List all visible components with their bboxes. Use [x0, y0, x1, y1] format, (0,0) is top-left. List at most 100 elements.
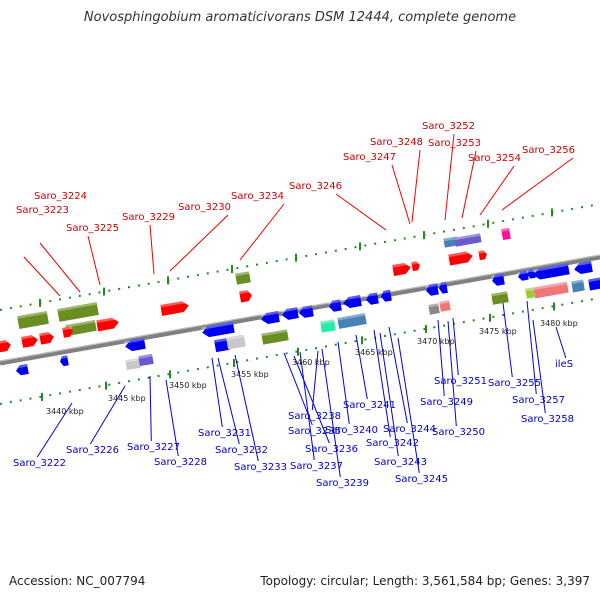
gene-box [588, 277, 600, 291]
gene-label[interactable]: Saro_3223 [16, 205, 69, 216]
gene-label[interactable]: Saro_3233 [234, 462, 287, 473]
gene-label[interactable]: Saro_3253 [428, 138, 481, 149]
gene-label[interactable]: Saro_3252 [422, 121, 475, 132]
scale-label: 3465 kbp [355, 348, 393, 357]
gene-label[interactable]: Saro_3243 [374, 457, 427, 468]
gene-box [226, 334, 246, 350]
scale-label: 3470 kbp [417, 337, 455, 346]
gene-box [454, 233, 482, 247]
gene-label[interactable]: Saro_3248 [370, 137, 423, 148]
gene-box [57, 302, 99, 322]
gene-label[interactable]: Saro_3241 [343, 400, 396, 411]
gene-box [320, 319, 336, 333]
leader-line [373, 329, 391, 438]
gene-arrow [365, 292, 379, 305]
gene-label[interactable]: Saro_3224 [34, 191, 87, 202]
gene-label[interactable]: Saro_3247 [343, 152, 396, 163]
leader-line [299, 351, 315, 461]
gene-label[interactable]: Saro_3225 [66, 223, 119, 234]
leader-line [447, 320, 457, 427]
gene-arrow [425, 283, 439, 296]
gene-label[interactable]: Saro_3256 [522, 145, 575, 156]
leader-line [217, 357, 240, 445]
gene-label[interactable]: Saro_3240 [325, 425, 378, 436]
gene-arrow [448, 250, 473, 266]
scale-label: 3480 kbp [540, 319, 578, 328]
gene-box [428, 303, 440, 315]
leader-line [165, 379, 179, 457]
gene-label[interactable]: Saro_3232 [215, 445, 268, 456]
leader-line [311, 350, 319, 411]
gene-label[interactable]: Saro_3234 [231, 191, 284, 202]
gene-label[interactable]: Saro_3251 [434, 376, 487, 387]
gene-box [65, 319, 97, 337]
gene-arrow [281, 307, 299, 320]
leader-line [388, 326, 408, 424]
gene-label[interactable]: Saro_3238 [288, 411, 341, 422]
gene-label[interactable]: Saro_3249 [420, 397, 473, 408]
gene-label[interactable]: Saro_3254 [468, 153, 521, 164]
gene-box [571, 279, 585, 293]
gene-label[interactable]: Saro_3237 [290, 461, 343, 472]
gene-label[interactable]: Saro_3228 [154, 457, 207, 468]
scale-label: 3475 kbp [479, 327, 517, 336]
dotted-tracks [0, 203, 600, 405]
leader-line [411, 149, 421, 223]
gene-labels-top: Saro_3224Saro_3223Saro_3225Saro_3229Saro… [16, 121, 575, 234]
gene-box [261, 329, 289, 345]
leader-line [391, 164, 411, 225]
genome-axis-highlight [0, 254, 600, 362]
leader-line [397, 337, 420, 474]
gene-box [17, 310, 49, 330]
gene-label[interactable]: Saro_3258 [521, 414, 574, 425]
gene-arrow [124, 337, 146, 352]
gene-label[interactable]: Saro_3246 [289, 181, 342, 192]
gene-label[interactable]: ileS [555, 359, 573, 370]
lower-outer-track [0, 297, 600, 405]
gene-label[interactable]: Saro_3235 [288, 426, 341, 437]
gene-arrow [532, 263, 570, 280]
gene-label[interactable]: Saro_3242 [366, 438, 419, 449]
gene-box [525, 287, 535, 299]
gene-label[interactable]: Saro_3255 [488, 378, 541, 389]
gene-box [125, 357, 141, 371]
gene-arrow [96, 316, 119, 332]
gene-label[interactable]: Saro_3257 [512, 395, 565, 406]
gene-label[interactable]: Saro_3222 [13, 458, 66, 469]
gene-arrow [328, 299, 342, 312]
gene-arrow [62, 326, 73, 338]
scale-labels: 3440 kbp 3445 kbp 3450 kbp 3455 kbp 3460 kbp… [46, 319, 578, 416]
leader-line [321, 348, 341, 478]
gene-arrow [342, 295, 362, 308]
gene-box [501, 227, 511, 241]
gene-label[interactable]: Saro_3244 [383, 424, 436, 435]
leader-line [239, 203, 285, 261]
scale-label: 3450 kbp [169, 381, 207, 390]
gene-arrow [160, 300, 189, 316]
leader-line [211, 357, 223, 428]
gene-arrow [392, 262, 411, 276]
gene-label[interactable]: Saro_3250 [432, 427, 485, 438]
scale-label: 3460 kbp [292, 358, 330, 367]
upper-outer-track [0, 203, 600, 311]
gene-label[interactable]: Saro_3245 [395, 474, 448, 485]
gene-label[interactable]: Saro_3239 [316, 478, 369, 489]
leader-line [379, 332, 399, 457]
leader-line [437, 319, 445, 397]
gene-arrow [491, 273, 505, 286]
gene-label[interactable]: Saro_3230 [178, 202, 231, 213]
gene-label[interactable]: Saro_3229 [122, 212, 175, 223]
gene-box [491, 291, 509, 305]
gene-label[interactable]: Saro_3231 [198, 428, 251, 439]
gene-label[interactable]: Saro_3227 [127, 442, 180, 453]
gene-arrow [239, 289, 252, 303]
gene-label[interactable]: Saro_3226 [66, 445, 119, 456]
leader-line [89, 385, 126, 445]
leader-line [39, 242, 81, 293]
gene-features [0, 227, 600, 376]
genome-stats-text: Topology: circular; Length: 3,561,584 bp… [260, 574, 590, 588]
leader-line [335, 193, 387, 231]
leader-line [526, 300, 537, 395]
gene-label[interactable]: Saro_3236 [305, 444, 358, 455]
